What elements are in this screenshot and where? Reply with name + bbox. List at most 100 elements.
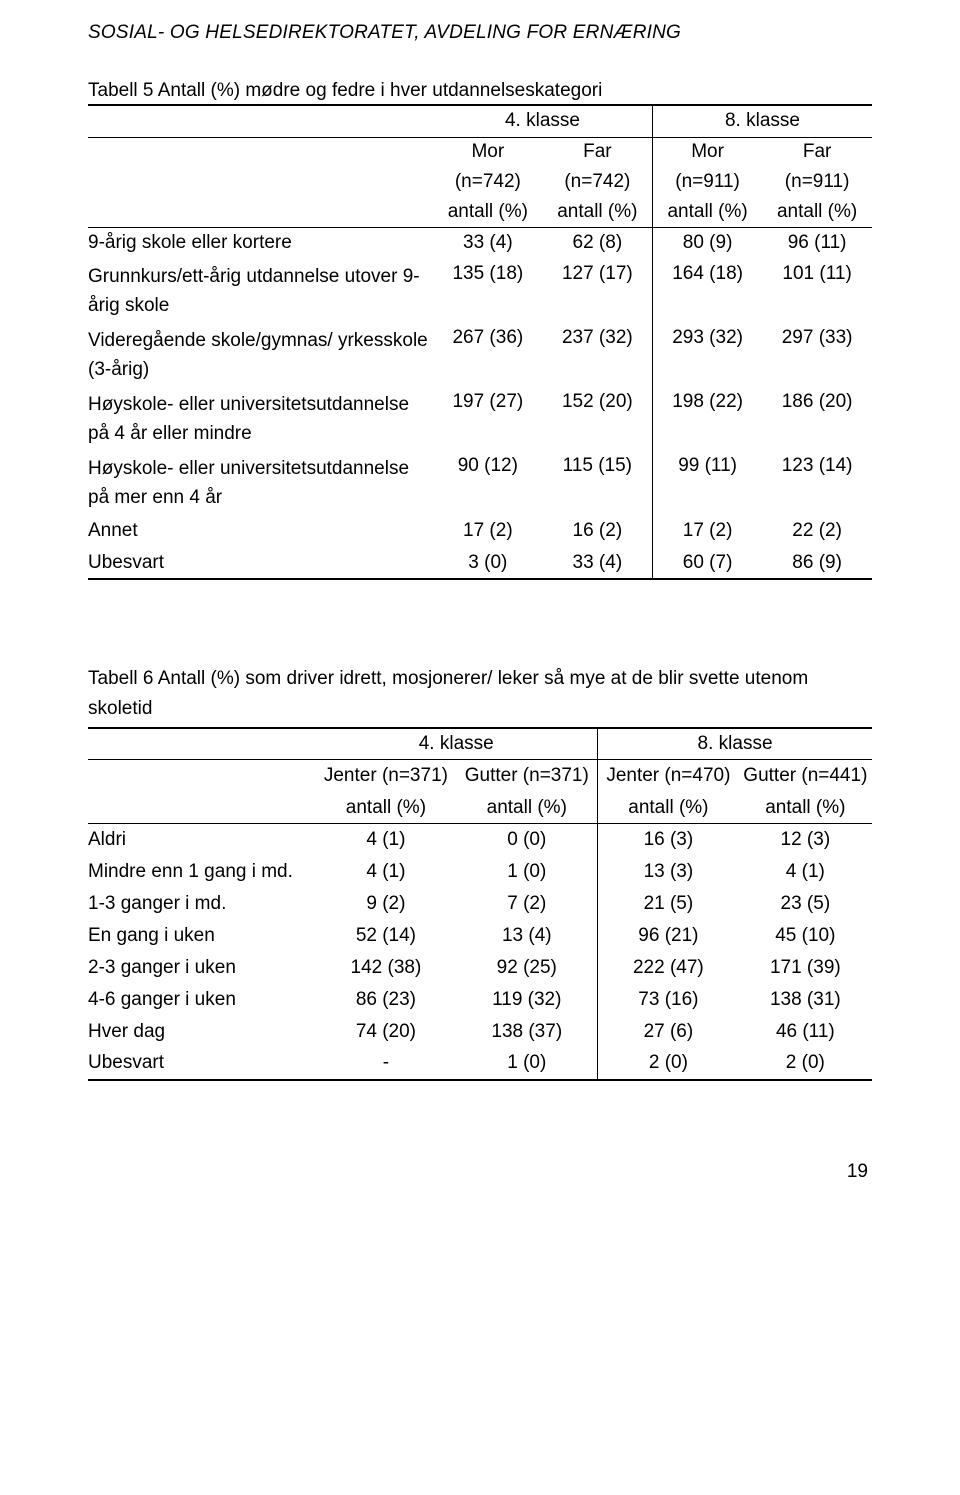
table5-caption: Tabell 5 Antall (%) mødre og fedre i hve… [88,80,872,102]
table-cell: 4 (1) [315,856,456,888]
t5-grade-a: 4. klasse [433,105,653,137]
table-row-label: Høyskole- eller universitetsutdannelse p… [88,451,433,515]
table-cell: 12 (3) [739,824,872,856]
table-cell: 17 (2) [433,515,543,547]
table-cell: 142 (38) [315,952,456,984]
table-cell: 7 (2) [456,888,597,920]
table-cell: 164 (18) [652,259,762,323]
t6-h-jb: Jenter (n=470) [598,760,739,792]
table-row-label: 2-3 ganger i uken [88,952,315,984]
table-row-label: En gang i uken [88,920,315,952]
t5-h-u2: antall (%) [543,197,653,227]
t6-h-u3: antall (%) [598,792,739,824]
table-cell: 60 (7) [652,547,762,579]
t5-h-u4: antall (%) [762,197,872,227]
table-cell: 27 (6) [598,1016,739,1048]
table-cell: 4 (1) [739,856,872,888]
t6-h-ga: Gutter (n=371) [456,760,597,792]
t6-h-u4: antall (%) [739,792,872,824]
t6-h-gb: Gutter (n=441) [739,760,872,792]
table-cell: 96 (21) [598,920,739,952]
table-cell: 138 (37) [456,1016,597,1048]
table-cell: 21 (5) [598,888,739,920]
table-cell: 45 (10) [739,920,872,952]
table-cell: - [315,1048,456,1080]
table-row-label: 4-6 ganger i uken [88,984,315,1016]
table-cell: 135 (18) [433,259,543,323]
table-cell: 138 (31) [739,984,872,1016]
table-cell: 198 (22) [652,387,762,451]
table-cell: 197 (27) [433,387,543,451]
table-cell: 23 (5) [739,888,872,920]
page-number: 19 [88,1161,872,1183]
t5-h-n-a1: (n=742) [433,167,543,197]
table-cell: 90 (12) [433,451,543,515]
table-cell: 267 (36) [433,323,543,387]
table-row-label: Annet [88,515,433,547]
t5-h-u1: antall (%) [433,197,543,227]
table-cell: 86 (23) [315,984,456,1016]
table-row-label: Høyskole- eller universitetsutdannelse p… [88,387,433,451]
table-cell: 3 (0) [433,547,543,579]
table-row-label: Ubesvart [88,547,433,579]
table-cell: 99 (11) [652,451,762,515]
table-cell: 86 (9) [762,547,872,579]
t5-h-u3: antall (%) [652,197,762,227]
page-header: SOSIAL- OG HELSEDIREKTORATET, AVDELING F… [88,22,872,44]
table-cell: 9 (2) [315,888,456,920]
table-cell: 293 (32) [652,323,762,387]
table-cell: 2 (0) [739,1048,872,1080]
table-cell: 2 (0) [598,1048,739,1080]
t6-h-u1: antall (%) [315,792,456,824]
table-cell: 4 (1) [315,824,456,856]
table-cell: 1 (0) [456,856,597,888]
t6-grade-a: 4. klasse [315,728,597,760]
table-cell: 52 (14) [315,920,456,952]
table-row-label: 9-årig skole eller kortere [88,227,433,259]
table-cell: 17 (2) [652,515,762,547]
table-cell: 80 (9) [652,227,762,259]
table-row-label: Hver dag [88,1016,315,1048]
table-cell: 119 (32) [456,984,597,1016]
table-cell: 16 (2) [543,515,653,547]
table-cell: 16 (3) [598,824,739,856]
table-cell: 171 (39) [739,952,872,984]
t6-grade-b: 8. klasse [598,728,872,760]
table-cell: 123 (14) [762,451,872,515]
table-cell: 92 (25) [456,952,597,984]
table-cell: 96 (11) [762,227,872,259]
table-cell: 115 (15) [543,451,653,515]
t5-h-far-b: Far [762,137,872,167]
t5-h-n-b2: (n=911) [762,167,872,197]
t5-h-mor-b: Mor [652,137,762,167]
table-cell: 297 (33) [762,323,872,387]
table-cell: 1 (0) [456,1048,597,1080]
t5-h-far-a: Far [543,137,653,167]
table-cell: 33 (4) [433,227,543,259]
t6-h-u2: antall (%) [456,792,597,824]
table-cell: 127 (17) [543,259,653,323]
table-cell: 73 (16) [598,984,739,1016]
t5-h-n-b1: (n=911) [652,167,762,197]
table-cell: 13 (4) [456,920,597,952]
t6-cap-l1: Tabell 6 Antall (%) som driver idrett, m… [88,668,808,689]
table-cell: 101 (11) [762,259,872,323]
table-cell: 0 (0) [456,824,597,856]
table-cell: 33 (4) [543,547,653,579]
table-cell: 13 (3) [598,856,739,888]
table-cell: 46 (11) [739,1016,872,1048]
table-cell: 237 (32) [543,323,653,387]
table6-caption: Tabell 6 Antall (%) som driver idrett, m… [88,664,872,725]
table-row-label: Videregående skole/gymnas/ yrkesskole (3… [88,323,433,387]
table-row-label: Aldri [88,824,315,856]
table5: 4. klasse 8. klasse Mor Far Mor Far (n=7… [88,104,872,580]
t6-cap-l2: skoletid [88,698,152,719]
table-cell: 62 (8) [543,227,653,259]
t6-h-ja: Jenter (n=371) [315,760,456,792]
page: SOSIAL- OG HELSEDIREKTORATET, AVDELING F… [0,0,960,1223]
table-row-label: 1-3 ganger i md. [88,888,315,920]
table-row-label: Ubesvart [88,1048,315,1080]
table-cell: 22 (2) [762,515,872,547]
table-cell: 74 (20) [315,1016,456,1048]
t5-grade-b: 8. klasse [652,105,872,137]
